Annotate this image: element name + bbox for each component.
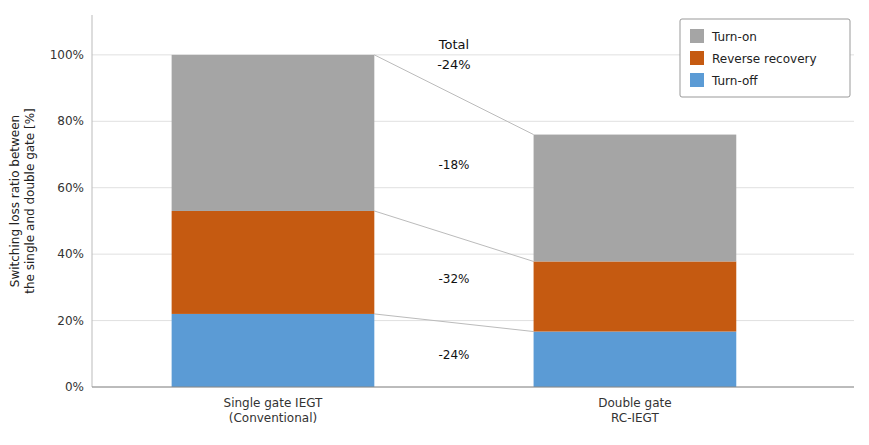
y-tick-label: 20%: [57, 314, 84, 328]
y-tick-label: 60%: [57, 181, 84, 195]
legend-swatch: [690, 51, 704, 65]
y-tick-label: 100%: [50, 48, 84, 62]
bar-segment: [534, 261, 737, 331]
x-tick-label: Double gateRC-IEGT: [598, 396, 671, 425]
connector-line: [374, 55, 533, 135]
bar-segment: [172, 211, 375, 314]
legend-swatch: [690, 73, 704, 87]
grid-line: [92, 387, 854, 388]
bar-segment: [172, 55, 375, 211]
connector-line: [374, 314, 533, 332]
chart: 0% 20% 40% 60% 80% 100% Switching loss ratio b…: [0, 0, 869, 445]
bars: [172, 55, 737, 387]
bar-segment: [534, 135, 737, 262]
legend-label: Turn-off: [711, 74, 758, 88]
x-tick-label: Single gate IEGT(Conventional): [224, 396, 324, 425]
annotation: Total: [438, 37, 469, 52]
connectors: [374, 55, 533, 332]
annotation: -24%: [437, 57, 471, 72]
y-tick-label: 0%: [65, 380, 84, 394]
annotation: -18%: [438, 158, 469, 172]
x-axis-line: [92, 387, 854, 388]
bar-segment: [534, 332, 737, 387]
connector-line: [374, 211, 533, 261]
y-tick-label: 80%: [57, 114, 84, 128]
legend-box: [680, 19, 850, 97]
grid: [92, 55, 854, 387]
legend-label: Reverse recovery: [712, 52, 817, 66]
annotation: -24%: [438, 348, 469, 362]
legend: Turn-on Reverse recovery Turn-off: [680, 19, 850, 97]
y-axis-label: Switching loss ratio betweenthe single a…: [8, 108, 37, 294]
annotation: -32%: [438, 272, 469, 286]
y-tick-label: 40%: [57, 247, 84, 261]
legend-label: Turn-on: [711, 30, 757, 44]
bar-segment: [172, 314, 375, 387]
y-axis-line: [92, 15, 93, 387]
legend-swatch: [690, 29, 704, 43]
